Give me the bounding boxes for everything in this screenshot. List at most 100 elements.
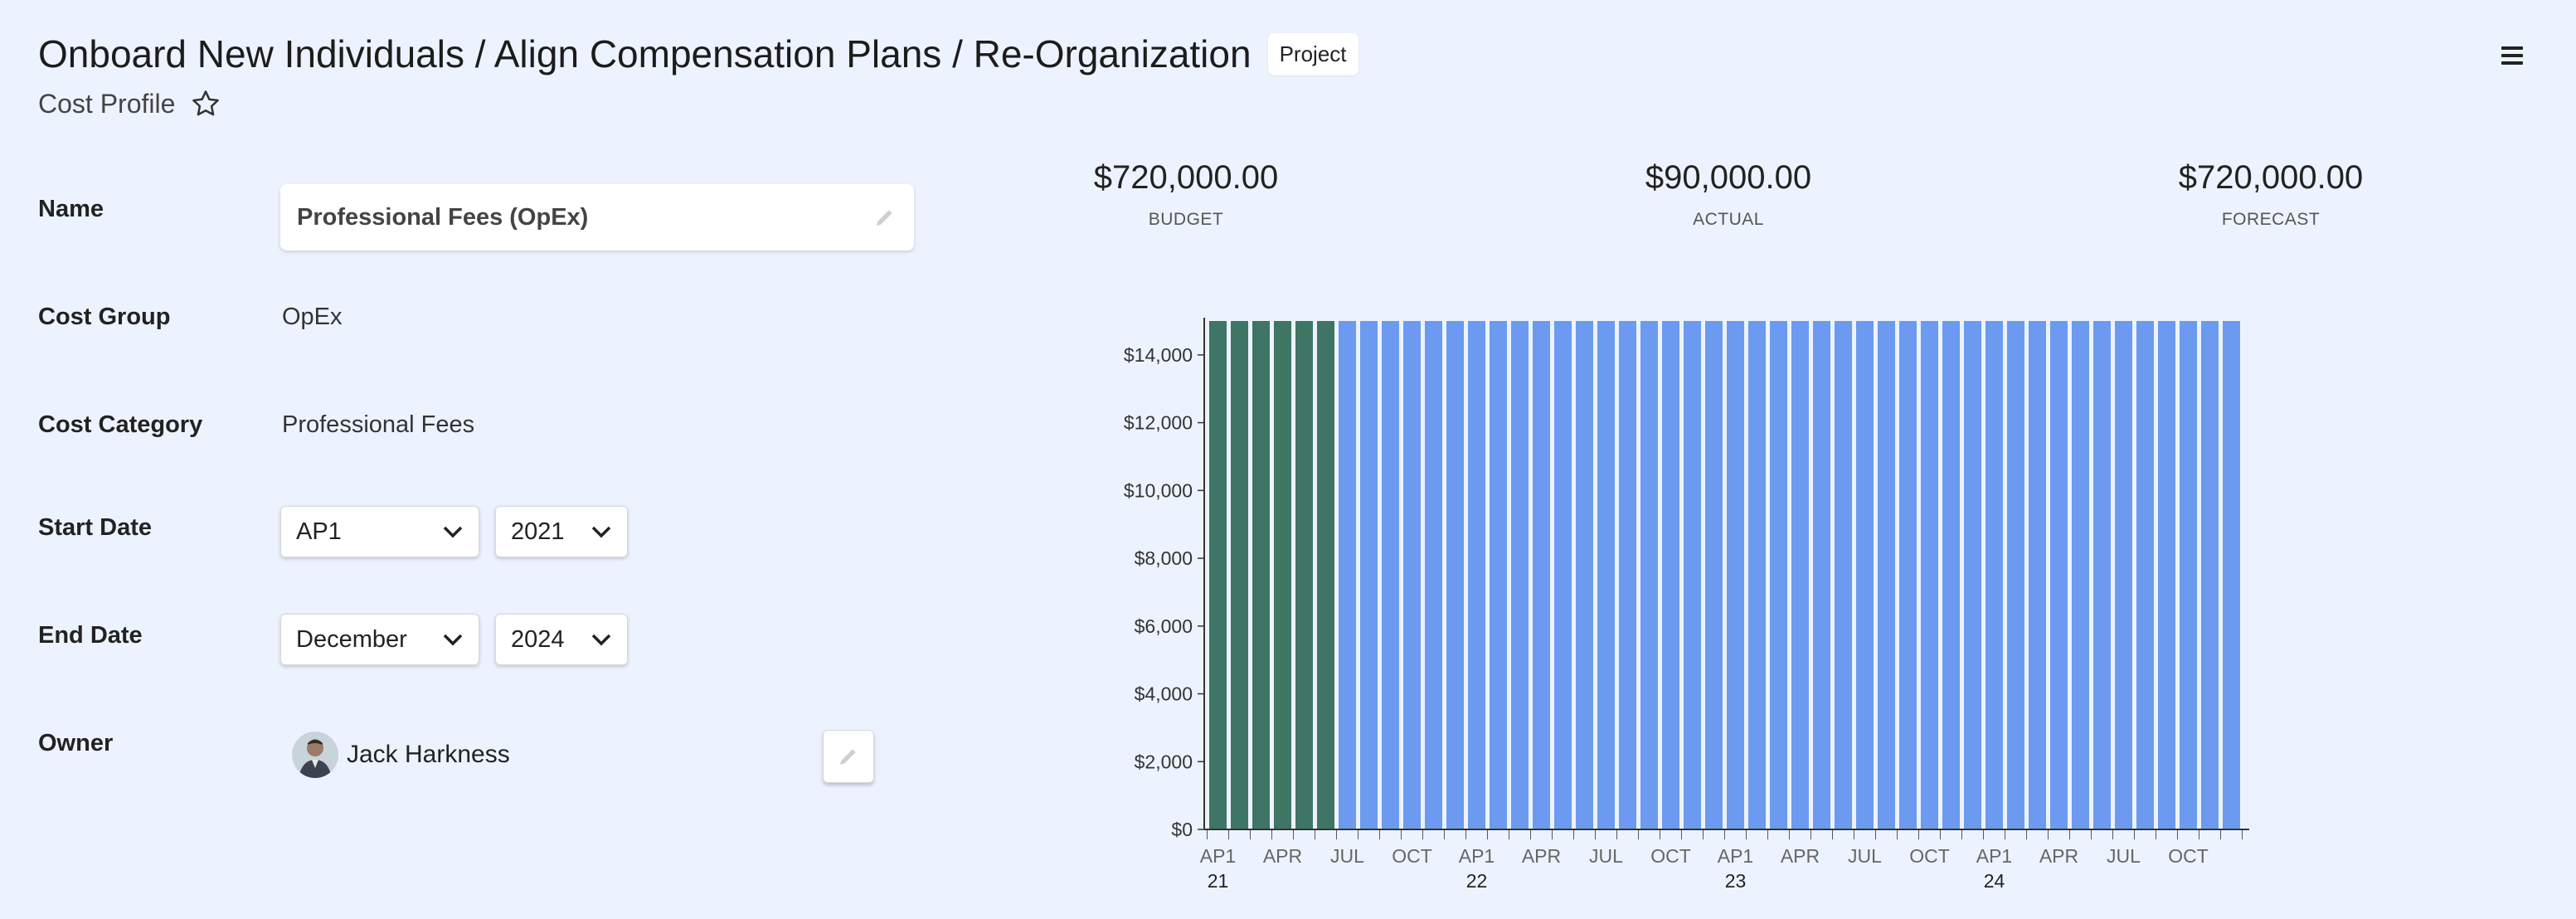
bar <box>1640 321 1658 829</box>
x-year-label: 23 <box>1725 870 1747 892</box>
bar <box>1835 321 1852 829</box>
bar <box>1985 321 2003 829</box>
y-tick-label: $10,000 <box>1124 479 1193 501</box>
y-tick-label: $6,000 <box>1135 615 1193 637</box>
bar <box>1856 321 1874 829</box>
start-period-select[interactable]: AP1 <box>280 506 479 557</box>
chevron-down-icon <box>443 526 463 538</box>
bar <box>1554 321 1572 829</box>
bar <box>1403 321 1421 829</box>
bar <box>1899 321 1917 829</box>
y-tick-label: $14,000 <box>1124 344 1193 366</box>
bar <box>1727 321 1744 829</box>
bar <box>2180 321 2197 829</box>
bar <box>2093 321 2111 829</box>
bar <box>1813 321 1830 829</box>
x-tick-label: AP1 <box>1976 845 2012 867</box>
kpi-label: FORECAST <box>2221 210 2321 229</box>
x-tick-label: AP1 <box>1718 845 1753 867</box>
bar <box>1511 321 1529 829</box>
cost-chart: $0 $2,000 $4,000 $6,000 $8,000 $10,000 $12,000… <box>1124 318 2249 892</box>
end-date-label: End Date <box>38 622 143 649</box>
x-tick-label: OCT <box>1909 845 1950 867</box>
kpi-actual: $90,000.00 ACTUAL <box>1554 159 1903 230</box>
edit-owner-button[interactable] <box>823 730 874 783</box>
bar <box>2158 321 2175 829</box>
pencil-icon <box>840 749 856 765</box>
y-tick-label: $4,000 <box>1135 683 1193 705</box>
avatar <box>292 732 338 778</box>
bar <box>1446 321 1464 829</box>
bar <box>1339 321 1356 829</box>
x-tick-label: OCT <box>2168 845 2209 867</box>
x-tick-label: JUL <box>1589 845 1623 867</box>
bar <box>2050 321 2068 829</box>
bar <box>1791 321 1809 829</box>
start-date-label: Start Date <box>38 514 152 541</box>
x-tick-label: OCT <box>1392 845 1432 867</box>
start-year-select[interactable]: 2021 <box>495 506 628 557</box>
subtitle: Cost Profile <box>38 88 221 119</box>
bar <box>2223 321 2240 829</box>
header: Onboard New Individuals / Align Compensa… <box>38 32 1358 76</box>
kpi-forecast: $720,000.00 FORECAST <box>2097 159 2445 230</box>
chevron-down-icon <box>591 634 611 646</box>
x-tick-label: APR <box>1781 845 1820 867</box>
bar <box>1942 321 1960 829</box>
subtitle-text: Cost Profile <box>38 88 176 119</box>
end-period-select[interactable]: December <box>280 614 479 665</box>
x-tick-label: APR <box>1522 845 1561 867</box>
bar <box>1619 321 1636 829</box>
x-tick-label: OCT <box>1650 845 1691 867</box>
kpi-amount: $720,000.00 <box>2178 159 2364 196</box>
bar <box>2136 321 2154 829</box>
bar <box>1878 321 1895 829</box>
kpi-budget: $720,000.00 BUDGET <box>1012 159 1360 230</box>
y-tick-label: $0 <box>1171 819 1193 840</box>
bar <box>2007 321 2024 829</box>
bar <box>1295 321 1313 829</box>
owner-name: Jack Harkness <box>347 741 510 768</box>
kpi-label: BUDGET <box>1148 210 1224 229</box>
cost-group-value: OpEx <box>282 304 343 330</box>
x-tick-label: JUL <box>1848 845 1882 867</box>
x-tick-label: AP1 <box>1459 845 1495 867</box>
star-outline-icon[interactable] <box>190 88 221 119</box>
x-tick-label: AP1 <box>1200 845 1236 867</box>
x-tick-label: APR <box>1263 845 1302 867</box>
name-field[interactable]: Professional Fees (OpEx) <box>280 184 914 250</box>
bar <box>1274 321 1291 829</box>
y-tick-label: $12,000 <box>1124 412 1193 434</box>
y-tick-label: $8,000 <box>1135 547 1193 569</box>
bar <box>2072 321 2089 829</box>
bar <box>2115 321 2132 829</box>
bar <box>1490 321 1507 829</box>
name-label: Name <box>38 196 104 222</box>
hamburger-menu-icon[interactable] <box>2501 46 2523 65</box>
bar <box>1425 321 1442 829</box>
name-value: Professional Fees (OpEx) <box>297 203 589 231</box>
chevron-down-icon <box>443 634 463 646</box>
cost-group-label: Cost Group <box>38 304 171 330</box>
bar <box>1921 321 1938 829</box>
start-year-value: 2021 <box>511 518 565 545</box>
cost-category-value: Professional Fees <box>282 411 475 438</box>
kpi-amount: $720,000.00 <box>1093 159 1279 196</box>
bar <box>1748 321 1766 829</box>
end-year-select[interactable]: 2024 <box>495 614 628 665</box>
x-tick-label: JUL <box>1330 845 1364 867</box>
x-tick-label: APR <box>2039 845 2078 867</box>
pencil-icon[interactable] <box>872 205 897 230</box>
bar <box>1209 321 1227 829</box>
bar <box>1231 321 1248 829</box>
owner-label: Owner <box>38 730 114 756</box>
owner: Jack Harkness <box>292 732 510 778</box>
bar <box>1576 321 1593 829</box>
bar <box>1382 321 1399 829</box>
bar <box>1662 321 1679 829</box>
bar <box>1468 321 1485 829</box>
bar <box>2201 321 2219 829</box>
start-period-value: AP1 <box>296 518 342 545</box>
project-badge: Project <box>1267 32 1358 75</box>
bar <box>2029 321 2046 829</box>
